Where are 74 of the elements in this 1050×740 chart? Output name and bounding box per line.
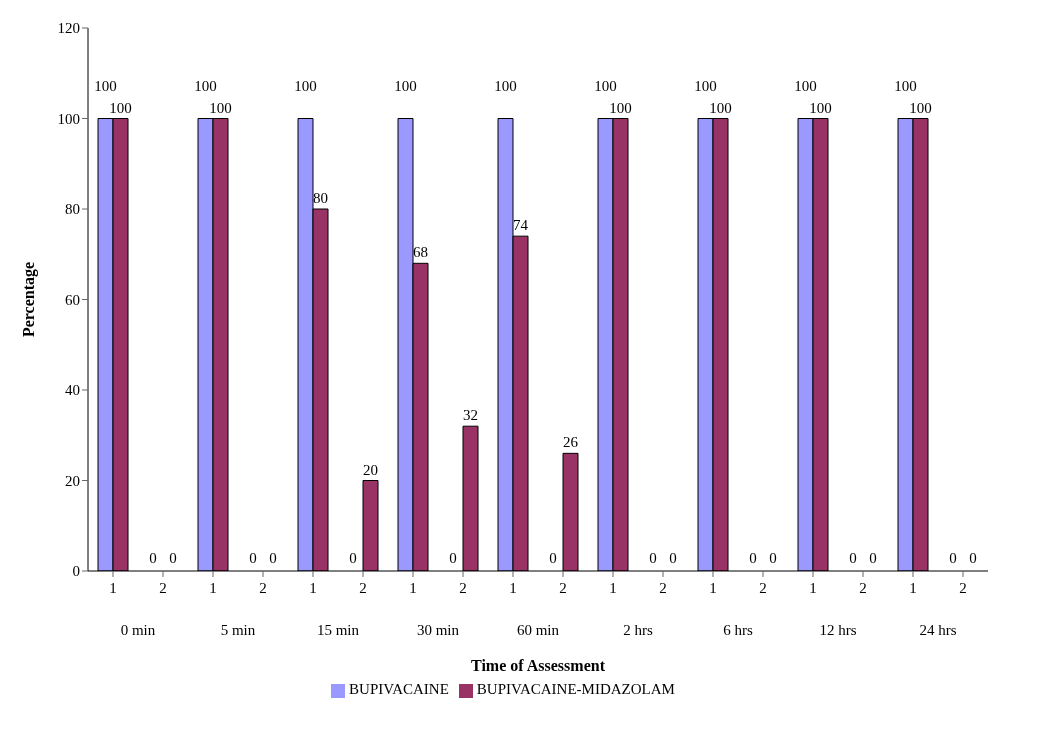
data-label: 100 (94, 77, 117, 94)
data-label: 0 (669, 550, 677, 566)
x-tick-label: 2 (459, 580, 467, 596)
x-tick-label: 1 (509, 580, 517, 596)
data-label: 100 (809, 99, 832, 116)
y-tick-label: 100 (57, 110, 80, 127)
data-label: 100 (294, 77, 317, 94)
x-tick-label: 1 (609, 580, 617, 596)
text: 5 min (220, 622, 256, 638)
x-tick-label: 1 (909, 580, 917, 596)
y-tick-label: 80 (65, 201, 80, 218)
x-tick-label: 1 (809, 580, 817, 596)
x-tick-label: 2 (759, 580, 767, 596)
data-label: 100 (609, 99, 632, 116)
data-label: 0 (969, 550, 977, 566)
x-axis-title: Time of Assessment (471, 657, 606, 674)
y-tick-label: 20 (65, 472, 80, 489)
x-tick-label: 1 (309, 580, 317, 596)
data-label: 74 (513, 217, 529, 234)
x-tick-label: 2 (859, 580, 867, 596)
y-tick-label: 60 (65, 291, 80, 308)
data-label: 0 (149, 550, 157, 566)
data-label: 0 (349, 550, 357, 566)
y-axis-title: Percentage (19, 261, 38, 338)
data-label: 0 (769, 550, 777, 566)
data-label: 0 (169, 550, 177, 566)
data-label: 100 (894, 77, 917, 94)
x-tick-label: 2 (259, 580, 267, 596)
text: 2 hrs (623, 622, 653, 638)
data-label: 100 (109, 99, 132, 116)
data-label: 0 (869, 550, 877, 566)
data-label: 0 (549, 550, 557, 566)
data-label: 0 (269, 550, 277, 566)
data-label: 100 (794, 77, 817, 94)
data-label: 0 (949, 550, 957, 566)
text: 30 min (416, 622, 460, 638)
legend-label: BUPIVACAINE (349, 681, 449, 697)
data-label: 100 (694, 77, 717, 94)
data-label: 0 (749, 550, 757, 566)
data-label: 0 (849, 550, 857, 566)
text: 12 hrs (819, 622, 857, 638)
x-tick-label: 2 (659, 580, 667, 596)
x-tick-label: 1 (409, 580, 417, 596)
x-tick-label: 2 (159, 580, 167, 596)
data-label: 100 (709, 99, 732, 116)
data-label: 100 (209, 99, 232, 116)
data-label: 100 (594, 77, 617, 94)
data-label: 32 (463, 407, 478, 424)
x-tick-label: 2 (559, 580, 567, 596)
text: 6 hrs (723, 622, 753, 638)
y-tick-label: 40 (65, 382, 80, 399)
data-label: 26 (563, 434, 579, 451)
x-tick-label: 2 (959, 580, 967, 596)
text: 60 min (516, 622, 560, 638)
y-tick-label: 120 (57, 20, 80, 37)
data-label: 100 (494, 77, 517, 94)
data-label: 100 (194, 77, 217, 94)
x-tick-label: 1 (709, 580, 717, 596)
data-label: 0 (249, 550, 257, 566)
x-tick-label: 1 (109, 580, 117, 596)
y-tick-label: 0 (72, 563, 80, 580)
data-label: 80 (313, 190, 328, 206)
legend-label: BUPIVACAINE-MIDAZOLAM (476, 681, 675, 697)
text: 24 hrs (919, 622, 957, 638)
x-tick-label: 1 (209, 580, 217, 596)
data-label: 20 (363, 461, 378, 478)
text: 15 min (316, 622, 360, 638)
data-label: 0 (449, 550, 457, 566)
data-label: 100 (909, 99, 932, 116)
data-label: 68 (413, 244, 428, 261)
x-tick-label: 2 (359, 580, 367, 596)
data-label: 100 (394, 77, 417, 94)
data-label: 0 (649, 550, 657, 566)
text: 0 min (120, 622, 156, 638)
